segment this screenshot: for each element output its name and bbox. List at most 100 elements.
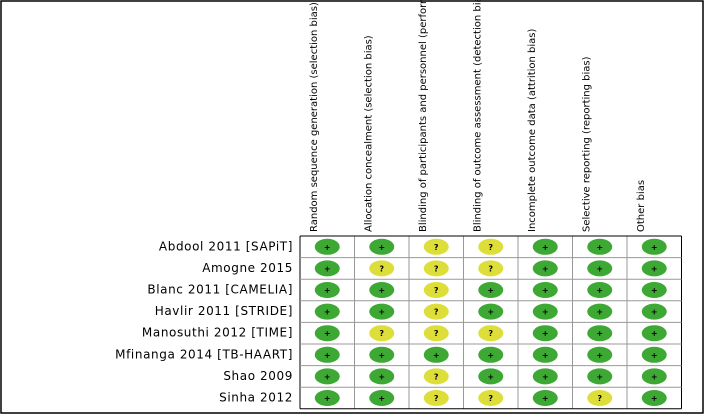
risk-judgement: ? (434, 308, 439, 317)
risk-judgement: ? (597, 394, 602, 403)
risk-judgement: + (651, 351, 658, 360)
risk-judgement: + (324, 243, 331, 252)
risk-symbol (423, 346, 449, 363)
risk-symbol (314, 368, 340, 385)
column-header: Other bias (636, 180, 647, 232)
risk-judgement: + (324, 372, 331, 381)
risk-judgement: + (651, 243, 658, 252)
risk-judgement: + (596, 372, 603, 381)
risk-symbol (478, 390, 504, 406)
risk-judgement: ? (379, 264, 384, 273)
row-label: Blanc 2011 [CAMELIA] (147, 283, 293, 297)
risk-symbol (369, 303, 395, 320)
column-header: Random sequence generation (selection bi… (309, 2, 320, 232)
risk-judgement: ? (488, 264, 493, 273)
risk-judgement: + (487, 351, 494, 360)
risk-judgement: + (378, 243, 385, 252)
risk-symbol (314, 282, 340, 298)
risk-judgement: ? (379, 329, 384, 338)
risk-symbol (478, 303, 504, 320)
risk-symbol (532, 260, 558, 277)
risk-symbol (587, 282, 613, 298)
risk-symbol (423, 390, 449, 406)
risk-judgement: + (596, 351, 603, 360)
risk-symbol (369, 368, 395, 385)
risk-symbol (587, 346, 613, 363)
risk-judgement: ? (488, 243, 493, 252)
risk-judgement: + (651, 286, 658, 295)
column-header: Allocation concealment (selection bias) (364, 35, 375, 232)
risk-symbol (587, 303, 613, 320)
risk-judgement: + (542, 372, 549, 381)
risk-symbol (314, 390, 340, 406)
risk-judgement: + (378, 286, 385, 295)
risk-judgement: + (324, 351, 331, 360)
risk-symbol (423, 325, 449, 342)
risk-symbol (532, 325, 558, 342)
risk-symbol (369, 282, 395, 298)
risk-symbol (532, 282, 558, 298)
risk-judgement: + (596, 243, 603, 252)
risk-symbol (423, 368, 449, 385)
risk-symbol (641, 238, 667, 255)
risk-symbol (532, 238, 558, 255)
risk-symbol (478, 238, 504, 255)
risk-judgement: ? (488, 394, 493, 403)
row-label: Mfinanga 2014 [TB-HAART] (115, 347, 293, 361)
risk-judgement: + (542, 264, 549, 273)
risk-judgement: ? (488, 329, 493, 338)
risk-judgement: ? (434, 394, 439, 403)
risk-symbol (478, 282, 504, 298)
risk-judgement: + (378, 372, 385, 381)
risk-symbol (532, 390, 558, 406)
risk-judgement: ? (434, 329, 439, 338)
risk-symbol (369, 238, 395, 255)
column-header: Incomplete outcome data (attrition bias) (527, 28, 538, 232)
risk-symbol (532, 303, 558, 320)
risk-judgement: + (542, 329, 549, 338)
row-label: Manosuthi 2012 [TIME] (142, 326, 293, 340)
risk-symbol (423, 260, 449, 277)
risk-judgement: + (596, 308, 603, 317)
risk-judgement: + (378, 308, 385, 317)
risk-judgement: + (324, 394, 331, 403)
risk-symbol (532, 346, 558, 363)
risk-symbol (587, 368, 613, 385)
risk-judgement: ? (434, 264, 439, 273)
risk-judgement: ? (434, 286, 439, 295)
row-label: Shao 2009 (223, 369, 293, 383)
risk-judgement: + (487, 308, 494, 317)
row-label: Abdool 2011 [SAPiT] (159, 239, 293, 253)
risk-judgement: + (542, 243, 549, 252)
risk-symbol (478, 260, 504, 277)
risk-symbol (641, 260, 667, 277)
risk-symbol (478, 368, 504, 385)
risk-symbol (369, 390, 395, 406)
risk-symbol (478, 346, 504, 363)
risk-symbol (423, 238, 449, 255)
risk-judgement: + (596, 286, 603, 295)
risk-judgement: + (542, 351, 549, 360)
risk-judgement: + (542, 308, 549, 317)
risk-judgement: + (651, 329, 658, 338)
risk-judgement: + (324, 264, 331, 273)
risk-symbol (423, 282, 449, 298)
risk-judgement: + (378, 351, 385, 360)
risk-symbol (423, 303, 449, 320)
risk-symbol (314, 260, 340, 277)
risk-judgement: + (651, 264, 658, 273)
row-label: Amogne 2015 (202, 261, 293, 275)
risk-judgement: + (324, 329, 331, 338)
risk-symbol (314, 303, 340, 320)
risk-symbol (641, 282, 667, 298)
risk-judgement: + (542, 286, 549, 295)
column-header: Blinding of participants and personnel (… (418, 0, 429, 232)
risk-symbol (587, 238, 613, 255)
risk-judgement: + (651, 394, 658, 403)
risk-judgement: + (324, 308, 331, 317)
risk-symbol (314, 238, 340, 255)
risk-symbol (641, 390, 667, 406)
risk-symbol (369, 346, 395, 363)
risk-judgement: + (487, 372, 494, 381)
